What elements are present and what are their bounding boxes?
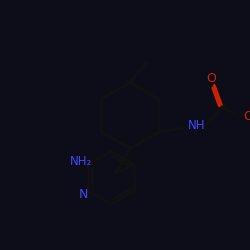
Text: NH₂: NH₂ [70,155,92,168]
Text: O: O [206,72,216,85]
Text: O: O [243,110,250,122]
Text: NH: NH [188,120,206,132]
Text: N: N [79,188,88,201]
